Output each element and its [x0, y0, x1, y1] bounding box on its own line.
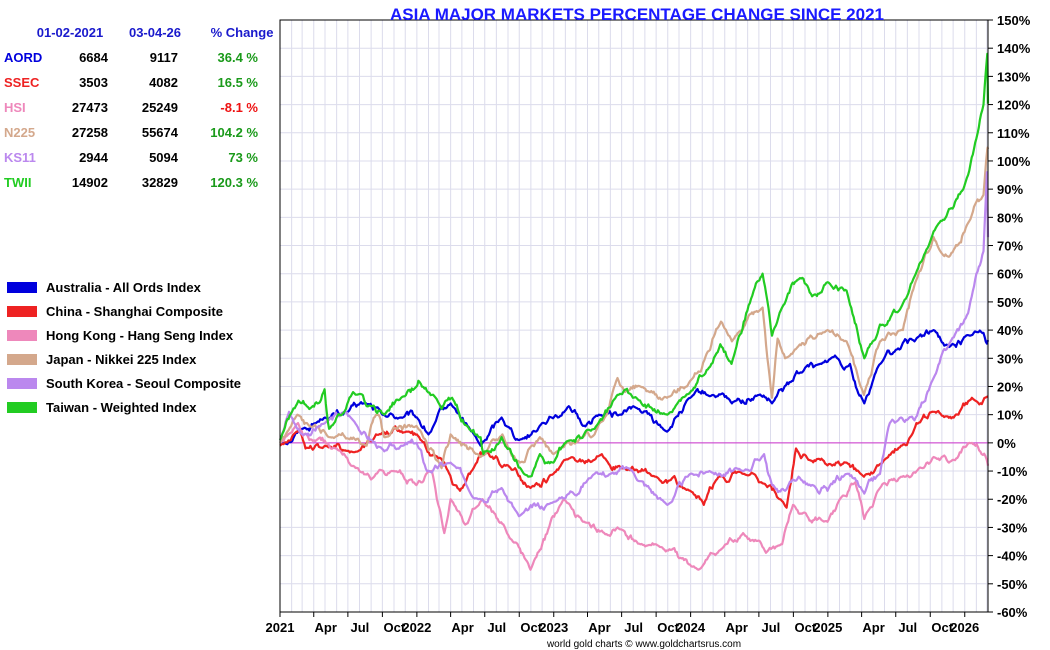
x-tick-label: 2025 — [813, 620, 842, 635]
legend-swatch — [7, 330, 37, 341]
series-line-4 — [278, 171, 990, 518]
x-tick-label: Oct — [931, 620, 953, 635]
y-tick-label: 50% — [997, 295, 1023, 310]
y-tick-label: 40% — [997, 323, 1023, 338]
table-code: N225 — [4, 125, 35, 140]
y-tick-label: 150% — [997, 13, 1031, 28]
x-tick-label: Oct — [520, 620, 542, 635]
series-line-0 — [279, 329, 990, 447]
legend: Australia - All Ords Index China - Shangh… — [7, 280, 241, 415]
table-code: KS11 — [4, 150, 36, 165]
table-change: 73 % — [228, 150, 258, 165]
series-line-5 — [278, 52, 990, 478]
y-tick-label: -20% — [997, 492, 1028, 507]
table-code: TWII — [4, 175, 31, 190]
y-tick-label: 20% — [997, 379, 1023, 394]
table-change: 120.3 % — [210, 175, 258, 190]
table-change: 36.4 % — [218, 50, 259, 65]
series-line-3 — [279, 146, 990, 470]
table-start: 6684 — [79, 50, 109, 65]
table-code: HSI — [4, 100, 26, 115]
table-start: 27473 — [72, 100, 108, 115]
y-tick-label: -30% — [997, 520, 1028, 535]
x-tick-label: Jul — [898, 620, 917, 635]
y-tick-label: 140% — [997, 41, 1031, 56]
table-end: 25249 — [142, 100, 178, 115]
x-tick-label: Oct — [795, 620, 817, 635]
x-tick-label: Apr — [451, 620, 473, 635]
table-change: 16.5 % — [218, 75, 259, 90]
y-tick-label: 0% — [997, 436, 1016, 451]
x-tick-label: 2024 — [676, 620, 706, 635]
table-end: 5094 — [149, 150, 179, 165]
y-tick-label: 80% — [997, 210, 1023, 225]
y-tick-label: -50% — [997, 577, 1028, 592]
x-tick-label: Apr — [862, 620, 884, 635]
x-tick-label: Oct — [657, 620, 679, 635]
series-line-2 — [279, 422, 990, 571]
legend-label: South Korea - Seoul Composite — [46, 376, 241, 391]
table-start: 2944 — [79, 150, 109, 165]
table-header: 03-04-26 — [129, 25, 181, 40]
series-lines — [278, 52, 990, 571]
legend-label: Australia - All Ords Index — [46, 280, 202, 295]
legend-label: Hong Kong - Hang Seng Index — [46, 328, 234, 343]
y-tick-label: 100% — [997, 154, 1031, 169]
grid — [280, 19, 988, 613]
y-tick-label: 10% — [997, 408, 1023, 423]
chart-title: ASIA MAJOR MARKETS PERCENTAGE CHANGE SIN… — [390, 5, 884, 24]
legend-swatch — [7, 306, 37, 317]
x-tick-label: Jul — [350, 620, 369, 635]
x-tick-label: Jul — [761, 620, 780, 635]
x-tick-label: Jul — [487, 620, 506, 635]
y-tick-label: 90% — [997, 182, 1023, 197]
y-tick-label: -40% — [997, 549, 1028, 564]
table-end: 9117 — [150, 50, 178, 65]
y-axis-ticks: -60% -50% -40% -30% -20% -10% 0% 10% 20% 30% 40% 50… — [988, 13, 1031, 620]
table-end: 4082 — [149, 75, 178, 90]
x-tick-label: 2023 — [539, 620, 568, 635]
legend-swatch — [7, 282, 37, 293]
table-code: SSEC — [4, 75, 40, 90]
y-tick-label: 120% — [997, 98, 1031, 113]
y-tick-label: -10% — [997, 464, 1028, 479]
y-tick-label: 130% — [997, 69, 1031, 84]
y-tick-label: 70% — [997, 239, 1023, 254]
legend-swatch — [7, 402, 37, 413]
legend-label: Taiwan - Weighted Index — [46, 400, 197, 415]
legend-swatch — [7, 378, 37, 389]
table-end: 55674 — [142, 125, 179, 140]
table-start: 3503 — [79, 75, 108, 90]
table-header: % Change — [211, 25, 274, 40]
x-tick-label: 2026 — [950, 620, 979, 635]
x-tick-label: Jul — [624, 620, 643, 635]
y-tick-label: 60% — [997, 267, 1023, 282]
x-tick-label: Apr — [588, 620, 610, 635]
credit-text: world gold charts © www.goldchartsrus.co… — [546, 639, 741, 650]
table-header: 01-02-2021 — [37, 25, 104, 40]
plot-frame — [279, 19, 989, 613]
x-tick-label: Apr — [315, 620, 337, 635]
legend-swatch — [7, 354, 37, 365]
summary-table: 01-02-2021 03-04-26 % Change AORD 6684 9117 36… — [4, 25, 273, 190]
legend-label: Japan - Nikkei 225 Index — [46, 352, 197, 367]
y-tick-label: 30% — [997, 351, 1023, 366]
x-tick-label: Apr — [726, 620, 748, 635]
x-tick-label: 2022 — [402, 620, 431, 635]
y-tick-label: 110% — [997, 126, 1030, 141]
x-tick-label: Oct — [384, 620, 406, 635]
x-tick-label: 2021 — [266, 620, 295, 635]
table-start: 14902 — [72, 175, 108, 190]
table-end: 32829 — [142, 175, 178, 190]
table-change: -8.1 % — [220, 100, 258, 115]
table-code: AORD — [4, 50, 42, 65]
table-start: 27258 — [72, 125, 108, 140]
series-line-1 — [279, 395, 989, 509]
legend-label: China - Shanghai Composite — [46, 304, 223, 319]
table-change: 104.2 % — [210, 125, 258, 140]
y-tick-label: -60% — [997, 605, 1028, 620]
